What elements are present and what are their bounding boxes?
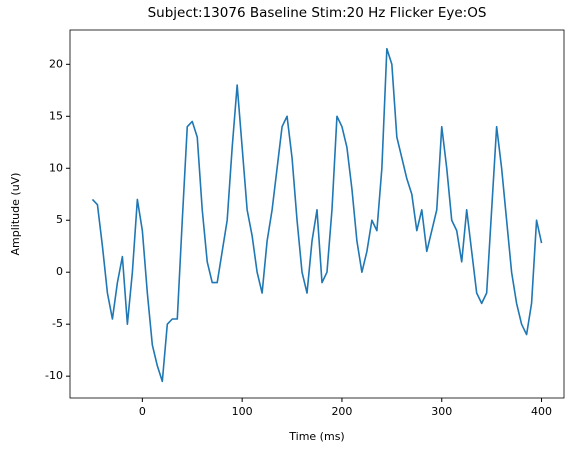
x-tick-label: 300 <box>431 405 452 418</box>
y-axis-label: Amplitude (uV) <box>9 173 22 256</box>
x-axis-label: Time (ms) <box>288 430 344 443</box>
y-tick-label: 20 <box>49 57 63 70</box>
y-tick-label: 0 <box>56 265 63 278</box>
plot-frame <box>69 29 565 399</box>
x-tick-label: 100 <box>232 405 253 418</box>
y-tick-label: -10 <box>45 369 63 382</box>
x-tick-label: 0 <box>139 405 146 418</box>
y-tick-label: 15 <box>49 109 63 122</box>
chart-title: Subject:13076 Baseline Stim:20 Hz Flicke… <box>148 5 487 21</box>
x-tick-label: 200 <box>331 405 352 418</box>
y-tick-label: -5 <box>52 317 63 330</box>
y-tick-label: 10 <box>49 161 63 174</box>
y-tick-label: 5 <box>56 213 63 226</box>
line-series <box>91 47 543 383</box>
x-tick-label: 400 <box>531 405 552 418</box>
